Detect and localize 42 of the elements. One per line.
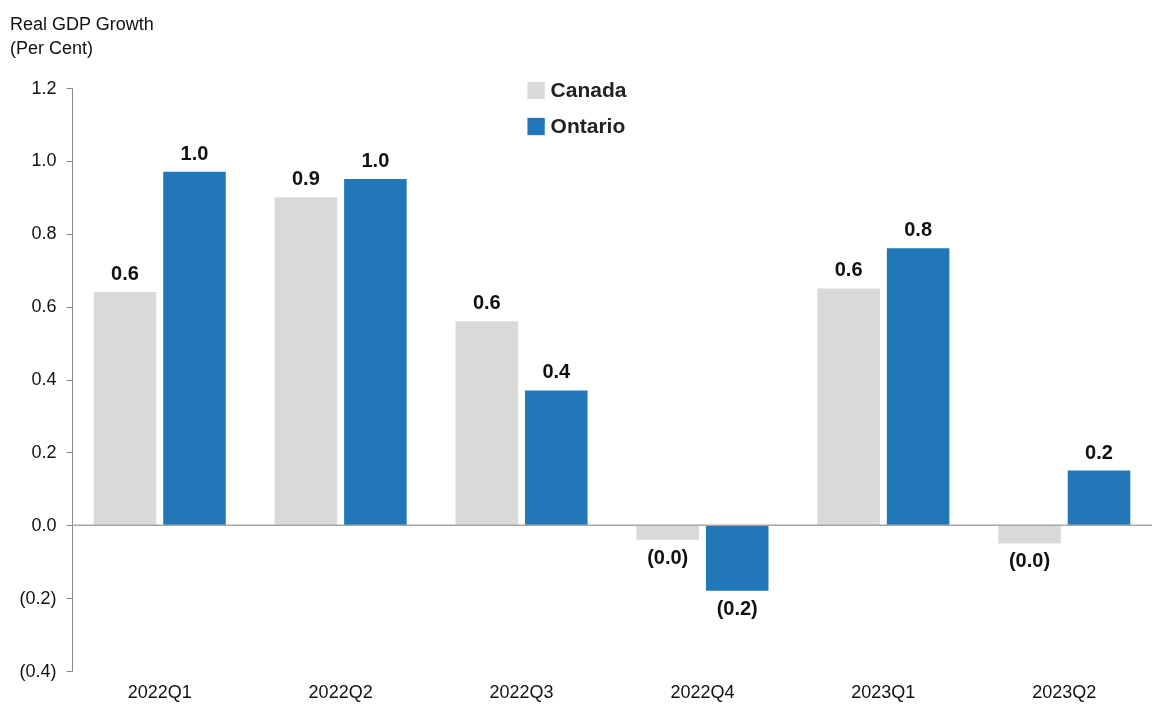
y-tick-label: 0.2 <box>31 441 57 462</box>
bar <box>886 248 950 526</box>
legend-label: Canada <box>550 77 627 101</box>
bar <box>163 171 226 526</box>
y-tick-label: 0.8 <box>31 223 57 244</box>
data-label: (0.0) <box>1008 549 1051 572</box>
bar <box>705 525 769 591</box>
bar <box>636 525 699 540</box>
bar <box>344 179 407 526</box>
y-axis-title: Real GDP Growth (Per Cent) <box>10 14 154 58</box>
y-tick-label: 0.4 <box>31 369 57 389</box>
legend-label: Ontario <box>550 113 626 137</box>
x-tick-label: 2022Q4 <box>670 681 735 702</box>
data-label: 0.8 <box>904 218 933 241</box>
data-label: 0.6 <box>111 262 139 285</box>
bar <box>998 525 1061 544</box>
data-label: 0.6 <box>472 291 501 314</box>
x-tick-label: 2022Q2 <box>308 681 373 702</box>
data-label: 0.2 <box>1085 440 1113 463</box>
bar <box>274 197 338 526</box>
bar <box>455 321 519 526</box>
data-label: (0.2) <box>716 596 758 619</box>
bar <box>817 288 880 526</box>
y-tick-label: 1.0 <box>31 150 57 171</box>
bar <box>525 390 588 526</box>
x-tick-label: 2022Q3 <box>489 681 554 702</box>
y-tick-label: (0.4) <box>19 660 57 681</box>
y-tick-label: 0.6 <box>31 296 57 317</box>
x-tick-label: 2023Q1 <box>851 681 916 702</box>
bar <box>1067 470 1131 526</box>
x-tick-label: 2022Q1 <box>127 681 192 702</box>
y-tick-label: (0.2) <box>19 587 57 608</box>
data-label: 1.0 <box>361 149 390 172</box>
data-label: 0.9 <box>291 167 320 190</box>
data-label: 0.4 <box>542 360 572 383</box>
y-tick-label: 1.2 <box>31 77 57 98</box>
data-label: 1.0 <box>180 141 209 164</box>
x-tick-label: 2023Q2 <box>1032 681 1097 702</box>
data-label: (0.0) <box>647 545 689 568</box>
data-label: 0.6 <box>834 258 863 281</box>
y-tick-label: 0.0 <box>31 514 57 535</box>
bar <box>93 292 157 526</box>
